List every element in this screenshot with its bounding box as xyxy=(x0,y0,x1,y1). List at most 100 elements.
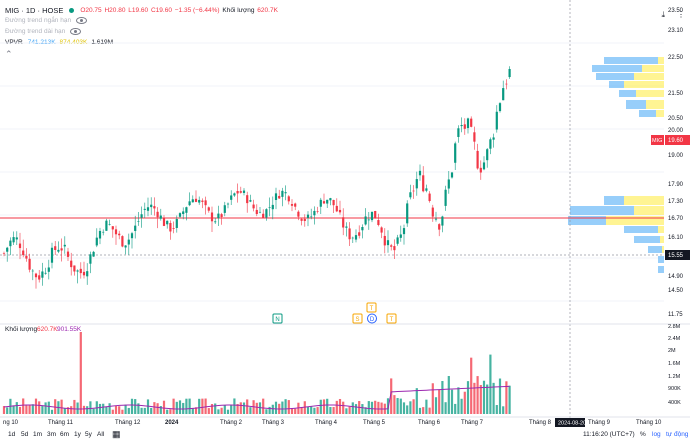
price-tick: 14.90 xyxy=(668,274,684,280)
more-icon[interactable]: ⋮ xyxy=(677,10,685,19)
log-toggle[interactable]: log xyxy=(652,431,661,438)
volume-bar xyxy=(438,389,441,414)
indicator-long-trend[interactable]: Đường trend dài hạn xyxy=(5,28,82,35)
candle-body xyxy=(98,230,102,239)
cursor-date-tag xyxy=(555,418,585,427)
candle-body xyxy=(287,196,290,202)
vpvr-bar-up xyxy=(570,206,634,215)
candle-body xyxy=(188,201,191,206)
volume-bar xyxy=(76,402,79,414)
candle-body xyxy=(140,214,143,218)
volume-bar xyxy=(431,383,434,414)
candle-body xyxy=(409,192,412,198)
ohlc-values: O20.75 H20.80 L19.60 C19.60 −1.35 (−6.44… xyxy=(80,7,279,14)
auto-toggle[interactable]: tự động xyxy=(666,431,689,438)
volume-bar xyxy=(374,400,377,414)
range-1d[interactable]: 1d xyxy=(8,431,16,438)
volume-bar xyxy=(326,398,329,414)
goto-date-icon[interactable]: ▦ xyxy=(112,429,121,439)
range-3m[interactable]: 3m xyxy=(47,431,57,438)
volume-bar xyxy=(214,403,217,414)
percent-toggle[interactable]: % xyxy=(640,431,646,438)
volume-bar xyxy=(428,407,431,414)
candle-body xyxy=(118,233,121,236)
volume-bar xyxy=(246,399,249,414)
time-label: Tháng 4 xyxy=(315,420,338,426)
last-price-text: 19.60 xyxy=(668,138,684,144)
volume-bar xyxy=(434,397,438,414)
candle-body xyxy=(124,245,127,248)
range-5d[interactable]: 5d xyxy=(21,431,29,438)
price-tick: 20.50 xyxy=(668,116,684,122)
indicator-short-trend[interactable]: Đường trend ngắn hạn xyxy=(5,17,88,24)
collapse-legend-icon[interactable]: ⌃ xyxy=(5,49,13,59)
candles xyxy=(2,66,511,289)
legend-main[interactable]: MIG · 1D · HOSE O20.75 H20.80 L19.60 C19… xyxy=(5,6,279,15)
candle-body xyxy=(354,235,358,240)
volume-value: 620.7K xyxy=(257,7,278,14)
vpvr-bar-down xyxy=(656,110,664,117)
candle-body xyxy=(156,211,159,218)
volume-bar xyxy=(172,398,175,414)
candle-body xyxy=(457,128,460,137)
vpvr-bar-up xyxy=(604,196,624,205)
candle-body xyxy=(127,239,130,245)
candle-body xyxy=(130,233,134,239)
cross-price-tag xyxy=(665,250,690,260)
range-5y[interactable]: 5y xyxy=(85,431,92,438)
candle-body xyxy=(249,200,252,202)
candle-body xyxy=(220,214,223,218)
volume-bar xyxy=(255,402,258,414)
candle-body xyxy=(466,118,470,129)
cross-price-text: 15.55 xyxy=(668,253,684,259)
price-tick: 20.00 xyxy=(668,128,684,134)
candle-body xyxy=(294,203,297,207)
candle-body xyxy=(239,191,242,193)
range-6m[interactable]: 6m xyxy=(60,431,70,438)
range-all[interactable]: All xyxy=(97,431,105,438)
time-axis: ng 10 Tháng 11 Tháng 12 2024 Tháng 2 Tháng 3 T… xyxy=(3,418,662,427)
volume-tick: 2.8M xyxy=(668,324,681,330)
candle-body xyxy=(265,209,268,218)
candle-body xyxy=(332,199,335,206)
volume-bar xyxy=(300,407,303,414)
volume-bar xyxy=(102,403,105,414)
arrow-down-icon[interactable]: ⤓ xyxy=(661,10,665,19)
candle-body xyxy=(434,218,438,220)
volume-bar xyxy=(319,399,322,414)
volume-bar xyxy=(265,409,268,414)
eye-icon[interactable] xyxy=(70,28,82,35)
event-t-marker xyxy=(386,313,397,324)
candle-body xyxy=(399,234,402,238)
vpvr-bar-up xyxy=(596,73,634,80)
range-1y[interactable]: 1y xyxy=(74,431,81,438)
volume-bar xyxy=(258,402,262,414)
volume-bar xyxy=(70,406,73,414)
candle-body xyxy=(18,243,22,249)
candle-body xyxy=(486,149,489,161)
volume-pane-label: Khối lượng xyxy=(5,324,37,333)
volume-bar xyxy=(354,404,358,414)
candle-body xyxy=(9,240,12,247)
candle-body xyxy=(66,251,70,257)
vpvr-profile xyxy=(568,57,664,273)
volume-bar xyxy=(86,406,89,414)
volume-pane-value: 620.7K xyxy=(37,326,58,333)
vpvr-bar-up xyxy=(624,226,658,233)
close-value: C19.60 xyxy=(150,7,172,14)
eye-icon[interactable] xyxy=(76,17,88,24)
candle-body xyxy=(198,199,201,203)
symbol-title[interactable]: MIG · 1D · HOSE xyxy=(5,6,64,15)
volume-bar xyxy=(31,404,34,414)
vpvr-bar-up xyxy=(648,246,662,253)
price-tick: 21.50 xyxy=(668,91,684,97)
candle-body xyxy=(415,179,418,189)
volume-bar xyxy=(108,403,111,414)
volume-bar xyxy=(332,407,335,414)
candle-body xyxy=(226,203,230,205)
candle-body xyxy=(134,225,137,231)
volume-bar xyxy=(73,399,76,414)
volume-bar xyxy=(444,402,447,414)
range-1m[interactable]: 1m xyxy=(33,431,43,438)
